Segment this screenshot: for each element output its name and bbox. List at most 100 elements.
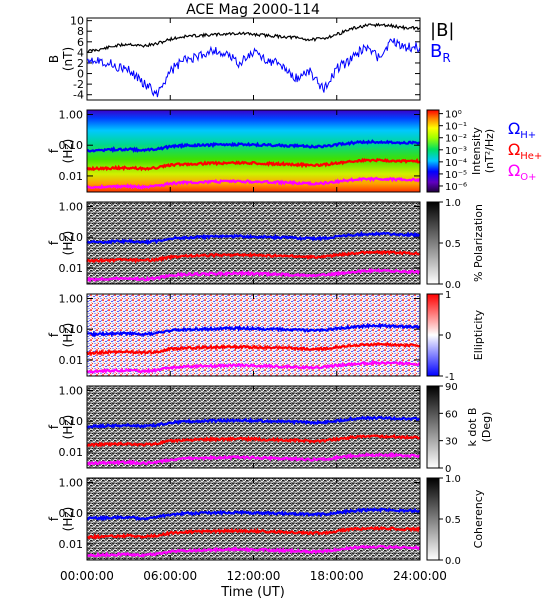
legend-omega-h: ΩH+ (508, 119, 536, 141)
x-tick-label: 00:00:00 (60, 569, 114, 583)
colorbar-coherency-ticks: 1.0 0.5 0.0 (439, 474, 461, 567)
panel-kdotb-yticks: 1.00 0.10 0.01 (59, 384, 420, 459)
gyrofrequency-h-plus-line (86, 415, 421, 429)
panel-kdotb-lines (86, 415, 421, 467)
panel-polarization: 1.00 0.10 0.01 f (Hz) 1.0 0.5 0.0 % Polariza… (47, 198, 485, 291)
gyrofrequency-he-plus-line (86, 341, 421, 356)
panel-field-ytick-label: -2 (73, 78, 84, 91)
panel-coherency-yticks: 1.00 0.10 0.01 (59, 476, 420, 551)
panel-field-ylabel-line2: (nT) (61, 47, 75, 71)
panel-intensity-ylabel-line1: f (47, 148, 61, 153)
colorbar-intensity-tick-label: 10⁻⁵ (445, 170, 467, 181)
panel-polarization-lines (86, 230, 421, 283)
colorbar-polarization-label: % Polarization (472, 204, 485, 282)
colorbar-intensity-tick-label: 10⁻² (445, 134, 467, 145)
legend-omega-o: ΩO+ (508, 161, 536, 183)
colorbar-intensity-tick-label: 10⁻⁴ (445, 158, 467, 169)
colorbar-ellipticity-tick-label: -1 (445, 372, 455, 383)
colorbar-kdotb-tick-label: 60 (445, 409, 458, 420)
panel-coherency-lines (86, 507, 421, 558)
panel-polarization-yticks: 1.00 0.10 0.01 (59, 200, 420, 275)
colorbar-polarization-tick-label: 0.5 (445, 239, 461, 250)
legend-b-r-main: B (430, 41, 442, 62)
panel-kdotb-ylabel-line1: f (47, 424, 61, 429)
panel-field-ytick-label: 4 (77, 46, 84, 59)
x-tick-label: 24:00:00 (393, 569, 447, 583)
gyrofrequency-he-plus-line (86, 433, 421, 448)
panel-coherency-ytick-label: 0.01 (59, 538, 84, 551)
colorbar-ellipticity-label: Ellipticity (472, 309, 485, 360)
colorbar-coherency-label: Coherency (472, 489, 485, 548)
panel-coherency: 1.00 0.10 0.01 f (Hz) 1.0 0.5 0.0 Coherency (47, 474, 485, 567)
panel-field-ytick-label: 2 (77, 57, 84, 70)
colorbar-kdotb-tick-label: 0 (445, 464, 451, 475)
colorbar-kdotb (426, 385, 440, 469)
gyrofrequency-he-plus-line (86, 525, 421, 540)
colorbar-kdotb-label-line2: (Deg) (480, 412, 493, 443)
colorbar-intensity-units: (nT²/Hz) (483, 129, 496, 173)
panel-kdotb-ytick-label: 0.01 (59, 446, 84, 459)
colorbar-polarization (426, 201, 440, 285)
panel-coherency-ylabel-line1: f (47, 516, 61, 521)
legend-b-r: BR (430, 41, 451, 65)
panel-kdotb-ylabel-line2: (Hz) (61, 415, 75, 440)
gyrofrequency-o-plus-line (86, 176, 421, 190)
panel-ellipticity-lines (86, 322, 421, 374)
gyrofrequency-he-plus-line (86, 249, 421, 264)
gyrofrequency-h-plus-line (87, 322, 420, 338)
panel-ellipticity-ytick-label: 0.01 (59, 354, 84, 367)
gyrofrequency-o-plus-line (86, 451, 421, 467)
colorbar-intensity (426, 109, 440, 193)
colorbar-ellipticity (426, 293, 440, 377)
panel-field-ytick-label: 10 (70, 15, 84, 28)
panel-coherency-ytick-label: 0.10 (59, 507, 84, 520)
x-tick-label: 12:00:00 (227, 569, 281, 583)
panel-field-ytick-label: 0 (77, 68, 84, 81)
colorbar-intensity-tick-label: 10⁻³ (445, 146, 467, 157)
panel-ellipticity-ylabel-line2: (Hz) (61, 323, 75, 348)
panel-polarization-ytick-label: 0.10 (59, 231, 84, 244)
colorbar-polarization-tick-label: 0.0 (445, 280, 461, 291)
colorbar-ellipticity-tick-label: 0 (445, 331, 451, 342)
panel-field-ylabel-line1: B (47, 55, 61, 63)
colorbar-ellipticity-ticks: 1 0 -1 (439, 290, 455, 383)
panel-intensity-lines (86, 139, 421, 190)
panel-polarization-ytick-label: 0.01 (59, 262, 84, 275)
legend-omega-h-main: Ω (508, 119, 520, 138)
colorbar-kdotb-tick-label: 90 (445, 382, 458, 393)
panel-ellipticity-ytick-label: 1.00 (59, 292, 84, 305)
colorbar-intensity-tick-label: 10⁰ (445, 110, 462, 121)
colorbar-ellipticity-tick-label: 1 (445, 290, 451, 301)
panel-field-ytick-label: 8 (77, 25, 84, 38)
gyrofrequency-h-plus-line (86, 139, 421, 154)
panel-field-ytick-label: 6 (77, 36, 84, 49)
colorbar-coherency-tick-label: 1.0 (445, 474, 461, 485)
panel-coherency-ylabel-line2: (Hz) (61, 507, 75, 532)
legend-omega-he: ΩHe+ (508, 140, 542, 162)
legend-omega-h-sub: H+ (520, 130, 536, 141)
gyrofrequency-o-plus-line (87, 267, 421, 283)
panel-ellipticity-ylabel-line1: f (47, 332, 61, 337)
colorbar-intensity-label: Intensity (470, 127, 483, 175)
colorbar-kdotb-ticks: 90 60 30 0 (439, 382, 458, 475)
panel-field-frame (86, 17, 421, 101)
panel-polarization-ytick-label: 1.00 (59, 200, 84, 213)
panel-kdotb-ytick-label: 1.00 (59, 384, 84, 397)
panel-coherency-ytick-label: 1.00 (59, 476, 84, 489)
gyrofrequency-h-plus-line (86, 230, 420, 246)
colorbar-polarization-ticks: 1.0 0.5 0.0 (439, 198, 461, 291)
legend-omega-he-sub: He+ (520, 151, 542, 162)
panel-ellipticity: 1.00 0.10 0.01 f (Hz) 1 0 -1 Ellipticity (47, 290, 485, 383)
gyrofrequency-o-plus-line (86, 544, 421, 558)
legend-omega-o-main: Ω (508, 161, 520, 180)
x-tick-label: 18:00:00 (310, 569, 364, 583)
gyrofrequency-h-plus-line (86, 507, 421, 522)
panel-intensity: 1.000.100.01 f (Hz) 10⁰10⁻¹10⁻²10⁻³10⁻⁴1… (47, 108, 542, 192)
series-b-r-line (87, 38, 420, 98)
colorbar-kdotb-label-line1: k dot B (466, 408, 479, 447)
colorbar-polarization-tick-label: 1.0 (445, 198, 461, 209)
legend-b-total: |B| (430, 20, 454, 41)
panel-polarization-ylabel-line2: (Hz) (61, 231, 75, 256)
